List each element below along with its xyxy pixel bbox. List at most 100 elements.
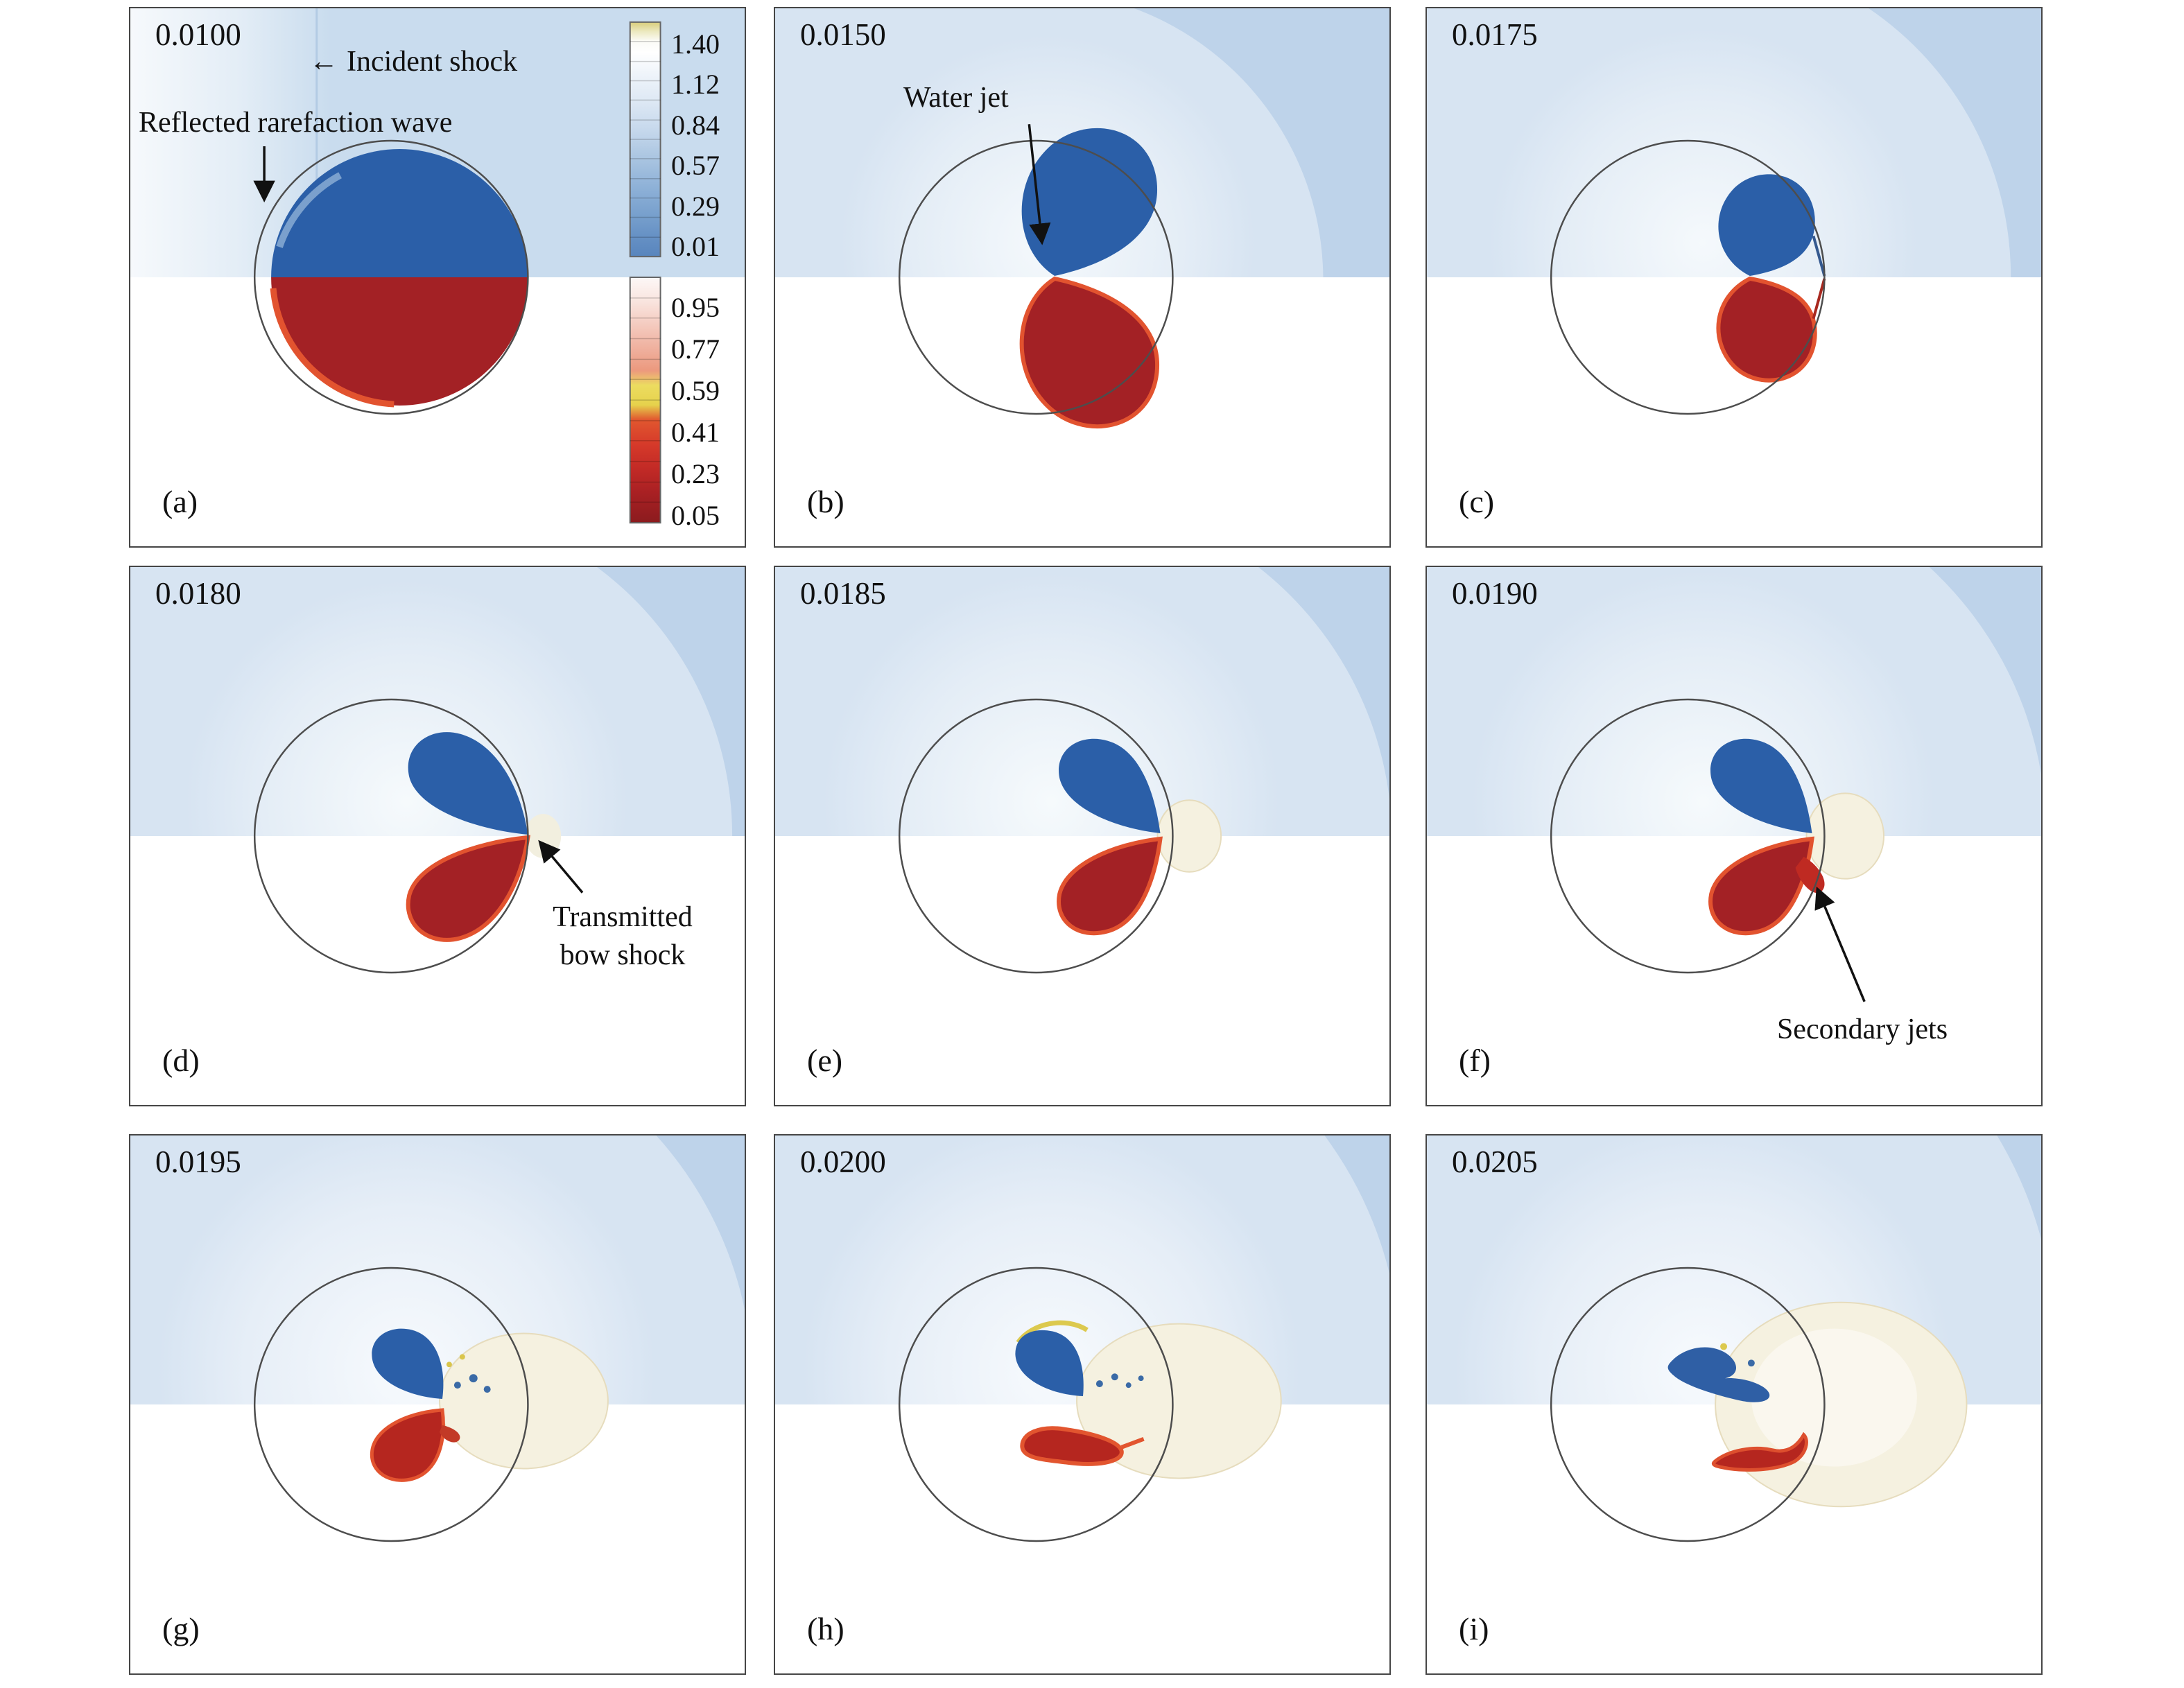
panel-letter: (a) xyxy=(162,484,198,519)
water-jet-blue xyxy=(1021,128,1158,277)
jet-neck-blue xyxy=(1812,235,1826,277)
panel-i: 0.0205 (i) xyxy=(1425,1134,2043,1675)
diffracted-shock-front xyxy=(1258,567,1389,799)
panel-g: 0.0195 (g) xyxy=(129,1134,746,1675)
flow-field-c xyxy=(1427,8,2041,415)
bow-shock-line1: Transmitted xyxy=(553,901,693,933)
jet-neck-red xyxy=(1812,278,1826,320)
time-label: 0.0185 xyxy=(800,576,886,611)
tick-label: 1.40 xyxy=(671,28,720,60)
diffracted-shock-front xyxy=(1997,1136,2041,1239)
time-label: 0.0195 xyxy=(155,1145,241,1179)
near-field-glow xyxy=(1489,28,1917,277)
tick-label: 0.59 xyxy=(671,375,720,406)
diffracted-shock-front xyxy=(1869,8,2041,277)
tick-label: 0.23 xyxy=(671,458,720,489)
droplet-outline xyxy=(253,1267,529,1542)
droplet-outline xyxy=(253,139,529,415)
water-jet-blue xyxy=(1710,738,1812,834)
time-label: 0.0200 xyxy=(800,1145,886,1179)
time-label: 0.0100 xyxy=(155,17,241,52)
red-tail xyxy=(439,1425,460,1443)
flow-field-b xyxy=(775,8,1389,428)
tick-label: 0.57 xyxy=(671,150,720,181)
annotation-secondary-jets: Secondary jets xyxy=(1776,1013,1948,1045)
water-jet-blue xyxy=(1059,738,1161,834)
bow-shock-line2: bow shock xyxy=(560,939,686,971)
panel-h: 0.0200 (h) xyxy=(774,1134,1391,1675)
time-label: 0.0190 xyxy=(1452,576,1538,611)
wake-bubble xyxy=(1156,799,1222,873)
panel-letter: (e) xyxy=(807,1043,843,1078)
tick-label: 1.12 xyxy=(671,69,720,100)
near-field-glow xyxy=(823,574,1279,836)
water-jet-arrow-icon xyxy=(1028,123,1051,245)
water-jet-red xyxy=(370,1408,445,1482)
bow-shock-nub xyxy=(525,814,562,858)
tick-label: 0.95 xyxy=(671,292,720,323)
secondary-jets-arrow-icon xyxy=(1814,886,1866,1002)
droplet-outline xyxy=(1550,139,1826,415)
diffracted-shock-front xyxy=(1324,1136,1389,1273)
tick-label: 0.84 xyxy=(671,110,720,141)
tick-label: 0.01 xyxy=(671,231,720,262)
droplet-lower-red xyxy=(271,277,528,406)
annotation-water-jet: Water jet xyxy=(903,82,1009,114)
panel-e: 0.0185 (e) xyxy=(774,566,1391,1106)
diffracted-shock-front xyxy=(1929,567,2041,774)
blue-fragments xyxy=(1095,1373,1144,1389)
droplet-outline xyxy=(253,698,529,974)
water-jet-blue xyxy=(1667,1347,1770,1402)
wake-bubble xyxy=(1076,1323,1282,1479)
droplet-outline xyxy=(898,1267,1174,1542)
panel-f: 0.0190 Secondary jets (f) xyxy=(1425,566,2043,1106)
water-jet-red xyxy=(406,835,530,942)
yellow-speck xyxy=(1720,1343,1728,1350)
wake-bubble xyxy=(438,1332,609,1470)
flow-field-h xyxy=(775,1136,1389,1542)
tick-label: 0.41 xyxy=(671,417,720,448)
tick-label: 0.05 xyxy=(671,500,720,531)
panel-letter: (h) xyxy=(807,1611,844,1646)
left-arrow-icon: ← xyxy=(309,46,338,78)
near-field-glow xyxy=(185,580,627,836)
flow-field-e xyxy=(775,567,1389,974)
annotation-rarefaction: Reflected rarefaction wave xyxy=(139,107,453,139)
bow-shock-arrow-icon xyxy=(538,839,584,894)
water-jet-blue xyxy=(1718,174,1815,277)
time-label: 0.0205 xyxy=(1452,1145,1538,1179)
panel-b: 0.0150 Water jet (b) xyxy=(774,7,1391,548)
wake-bubble xyxy=(1805,792,1885,880)
red-rim xyxy=(270,288,395,408)
panel-letter: (f) xyxy=(1459,1043,1491,1078)
droplet-outline xyxy=(898,139,1174,415)
water-jet-red xyxy=(1716,276,1817,383)
flow-field-g xyxy=(130,1136,745,1542)
flow-field-a xyxy=(130,8,745,524)
panel-letter: (b) xyxy=(807,484,844,519)
yellow-specks xyxy=(446,1354,465,1368)
droplet-outline xyxy=(1550,698,1826,974)
diffracted-shock-front xyxy=(656,1136,745,1309)
panel-letter: (g) xyxy=(162,1611,200,1646)
panel-letter: (c) xyxy=(1459,484,1495,519)
incident-shock-text: Incident shock xyxy=(347,46,518,78)
droplet-outline xyxy=(898,698,1174,974)
secondary-jet-red xyxy=(1795,856,1825,894)
blue-fragments xyxy=(453,1374,491,1393)
panel-letter: (d) xyxy=(162,1043,200,1078)
colorbar-bottom xyxy=(629,277,661,524)
diffracted-shock-front xyxy=(596,567,745,836)
annotation-bow-shock: Transmitted bow shock xyxy=(519,898,727,974)
annotation-incident-shock: ← Incident shock xyxy=(309,43,517,81)
water-jet-blue xyxy=(408,732,528,835)
diffracted-shock-front xyxy=(1134,8,1389,277)
water-jet-red xyxy=(1057,836,1163,936)
time-label: 0.0175 xyxy=(1452,17,1538,52)
flow-field-i xyxy=(1427,1136,2041,1542)
red-tail xyxy=(1120,1436,1145,1450)
panel-c: 0.0175 (c) xyxy=(1425,7,2043,548)
water-jet-blue xyxy=(1015,1330,1084,1397)
panel-a: 0.0100 ← Incident shock Reflected rarefac… xyxy=(129,7,746,548)
blue-fragment xyxy=(1747,1359,1755,1367)
